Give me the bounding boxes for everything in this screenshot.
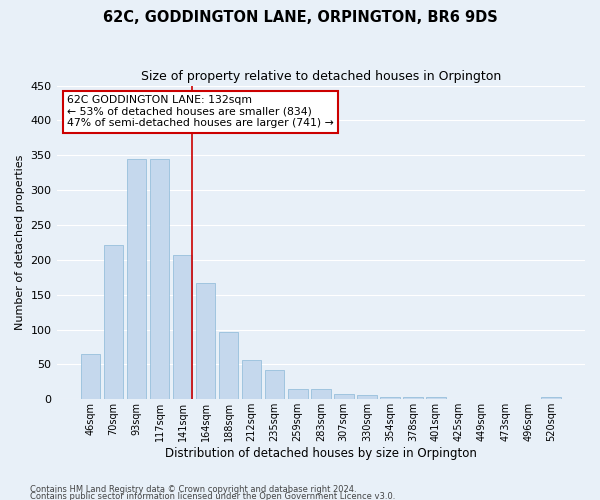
Bar: [149, 159, 169, 400]
Bar: [127, 159, 146, 400]
X-axis label: Distribution of detached houses by size in Orpington: Distribution of detached houses by size …: [165, 447, 477, 460]
Bar: [426, 396, 446, 400]
Bar: [265, 370, 284, 400]
Bar: [334, 394, 353, 400]
Bar: [311, 389, 331, 400]
Bar: [541, 397, 561, 400]
Y-axis label: Number of detached properties: Number of detached properties: [15, 154, 25, 330]
Bar: [357, 395, 377, 400]
Text: 62C GODDINGTON LANE: 132sqm
← 53% of detached houses are smaller (834)
47% of se: 62C GODDINGTON LANE: 132sqm ← 53% of det…: [67, 95, 334, 128]
Text: 62C, GODDINGTON LANE, ORPINGTON, BR6 9DS: 62C, GODDINGTON LANE, ORPINGTON, BR6 9DS: [103, 10, 497, 25]
Bar: [403, 396, 423, 400]
Text: Contains public sector information licensed under the Open Government Licence v3: Contains public sector information licen…: [30, 492, 395, 500]
Title: Size of property relative to detached houses in Orpington: Size of property relative to detached ho…: [140, 70, 501, 83]
Bar: [104, 244, 123, 400]
Bar: [219, 332, 238, 400]
Bar: [80, 354, 100, 400]
Bar: [242, 360, 262, 400]
Bar: [380, 396, 400, 400]
Text: Contains HM Land Registry data © Crown copyright and database right 2024.: Contains HM Land Registry data © Crown c…: [30, 486, 356, 494]
Bar: [173, 255, 193, 400]
Bar: [196, 283, 215, 400]
Bar: [288, 389, 308, 400]
